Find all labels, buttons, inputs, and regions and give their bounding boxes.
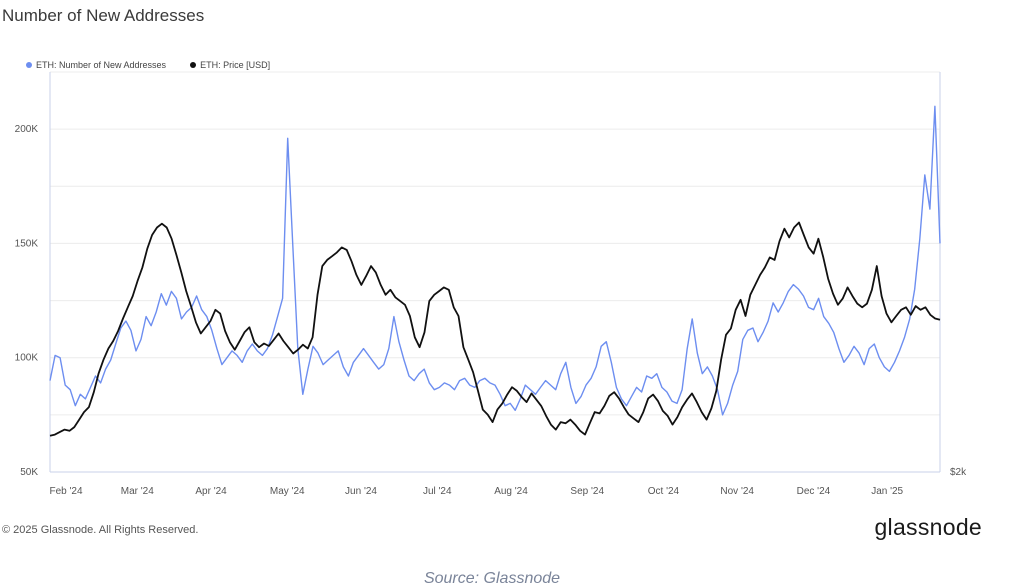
x-tick-label: Oct '24 xyxy=(648,486,680,497)
x-tick-label: Sep '24 xyxy=(570,486,604,497)
x-tick-label: Dec '24 xyxy=(797,486,831,497)
chart-grid xyxy=(49,71,941,473)
legend-label-addresses: ETH: Number of New Addresses xyxy=(36,60,167,70)
page-title: Number of New Addresses xyxy=(2,6,205,25)
legend: ETH: Number of New Addresses ETH: Price … xyxy=(26,60,270,70)
series-line-price xyxy=(49,221,941,437)
y-tick-label: 150K xyxy=(15,238,39,249)
y-axis-right: $2k xyxy=(950,467,967,478)
line-chart[interactable]: 50K 100K 150K 200K $2k Feb '24 Mar '24 Apr '2… xyxy=(0,70,1000,510)
x-axis: Feb '24 Mar '24 Apr '24 May '24 Jun '24 Jul '… xyxy=(49,486,903,497)
series-line-addresses xyxy=(49,105,941,416)
legend-item-addresses[interactable]: ETH: Number of New Addresses xyxy=(26,60,166,70)
x-tick-label: Nov '24 xyxy=(720,486,754,497)
x-tick-label: Jun '24 xyxy=(345,486,377,497)
y-tick-label: 200K xyxy=(15,124,39,135)
legend-label-price: ETH: Price [USD] xyxy=(200,60,271,70)
y-right-tick-label: $2k xyxy=(950,467,967,478)
x-tick-label: Mar '24 xyxy=(121,486,154,497)
copyright-text: © 2025 Glassnode. All Rights Reserved. xyxy=(2,524,199,536)
x-tick-label: Aug '24 xyxy=(494,486,528,497)
source-caption: Source: Glassnode xyxy=(423,570,561,587)
y-tick-label: 100K xyxy=(15,353,39,364)
y-axis-left: 50K 100K 150K 200K xyxy=(15,124,39,478)
x-tick-label: Feb '24 xyxy=(49,486,82,497)
legend-item-price[interactable]: ETH: Price [USD] xyxy=(190,60,270,70)
legend-dot-addresses-icon xyxy=(26,62,32,68)
x-tick-label: May '24 xyxy=(270,486,305,497)
x-tick-label: Apr '24 xyxy=(195,486,227,497)
x-tick-label: Jul '24 xyxy=(423,486,452,497)
glassnode-logo[interactable]: glassnode xyxy=(874,514,982,540)
x-tick-label: Jan '25 xyxy=(871,486,903,497)
y-tick-label: 50K xyxy=(20,467,38,478)
legend-dot-price-icon xyxy=(190,62,197,68)
